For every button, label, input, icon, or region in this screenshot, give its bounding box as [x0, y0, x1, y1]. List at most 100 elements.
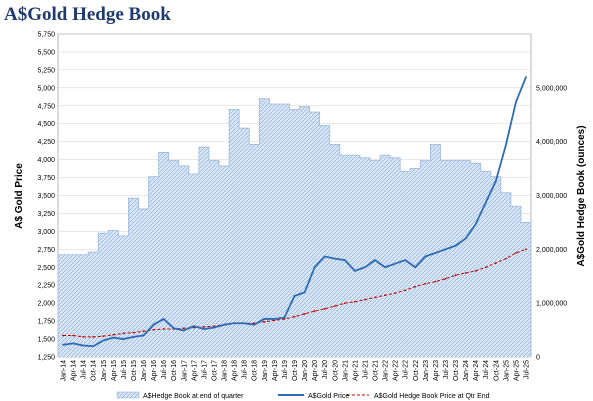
left-tick-label: 5,500 — [37, 49, 55, 56]
right-tick-label: 3,000,000 — [536, 193, 567, 200]
hedge-bar — [480, 171, 492, 357]
gold-price-point — [494, 180, 497, 183]
hedge-bar — [520, 222, 532, 357]
gold-price-point — [353, 269, 356, 272]
chart-title: A$Gold Hedge Book — [4, 4, 171, 25]
hedge-bar — [349, 155, 361, 357]
gold-price-point — [112, 336, 115, 339]
gold-price-point — [162, 318, 165, 320]
x-tick-label: Jul-21 — [362, 360, 369, 379]
hedge-price-point — [353, 300, 356, 303]
gold-price-point — [323, 255, 326, 258]
gold-price-point — [504, 144, 507, 147]
hedge-bar — [58, 254, 69, 357]
hedge-price-point — [434, 280, 437, 283]
hedge-price-point — [62, 334, 64, 337]
hedge-bar — [299, 106, 310, 357]
legend-hedge-swatch — [116, 391, 140, 399]
hedge-price-point — [303, 313, 306, 315]
gold-price-point — [484, 201, 487, 204]
hedge-bar — [219, 165, 230, 357]
gold-price-point — [313, 266, 316, 269]
x-tick-label: Oct-15 — [131, 360, 138, 381]
left-tick-label: 3,750 — [37, 175, 55, 182]
gold-price-point — [474, 223, 477, 226]
hedge-bar — [400, 171, 411, 357]
hedge-bar — [108, 230, 119, 357]
hedge-bar — [158, 152, 170, 357]
hedge-price-point — [92, 336, 95, 338]
left-tick-label: 5,750 — [37, 32, 55, 39]
hedge-book-area-series — [57, 98, 532, 358]
hedge-price-point — [273, 319, 276, 322]
x-tick-label: Jan-14 — [61, 360, 68, 382]
x-tick-label: Jan-22 — [383, 360, 390, 382]
hedge-outline — [57, 98, 532, 357]
left-tick-label: 1,250 — [37, 355, 55, 362]
hedge-bar — [98, 233, 109, 357]
left-tick-label: 5,000 — [37, 85, 55, 92]
gold-price-point — [172, 327, 175, 330]
x-tick-label: Apr-21 — [352, 360, 359, 381]
hedge-bar — [369, 160, 381, 357]
x-tick-label: Apr-17 — [191, 360, 198, 381]
x-tick-label: Apr-25 — [513, 360, 520, 381]
x-tick-label: Jan-23 — [423, 360, 430, 382]
gold-price-point — [152, 323, 155, 326]
x-tick-label: Jul-19 — [282, 360, 289, 379]
hedge-price-point — [474, 269, 477, 272]
hedge-bar — [440, 160, 451, 357]
hedge-bar — [68, 254, 79, 357]
x-tick-label: Oct-16 — [171, 360, 178, 381]
hedge-price-point — [82, 336, 85, 338]
x-tick-label: Apr-16 — [151, 360, 158, 381]
hedge-price-point — [494, 262, 497, 264]
hedge-bar — [410, 168, 421, 357]
hedge-bar — [229, 109, 240, 357]
left-tick-label: 3,000 — [37, 229, 55, 236]
gold-price-point — [273, 318, 276, 320]
hedge-bar — [249, 144, 260, 357]
hedge-price-point — [162, 328, 165, 330]
gold-price-point — [454, 244, 457, 247]
hedge-bar — [510, 206, 522, 357]
gold-price-point — [253, 323, 256, 326]
left-tick-label: 4,250 — [37, 139, 55, 146]
gold-price-point — [263, 318, 266, 320]
gold-price-point — [82, 344, 85, 347]
hedge-bar — [470, 163, 481, 357]
hedge-price-point — [364, 298, 366, 301]
left-tick-label: 2,250 — [37, 283, 55, 290]
x-axis-ticks: Jan-14 Apr-14 Jul-14 Oct-14 Jan-15 Apr-15 Jul-… — [61, 360, 531, 382]
gold-price-point — [464, 237, 467, 240]
gold-price-point — [233, 322, 236, 325]
hedge-price-point — [374, 296, 376, 299]
x-tick-label: Oct-20 — [332, 360, 339, 381]
gold-price-series — [62, 76, 527, 348]
hedge-price-point — [444, 277, 447, 280]
hedge-bar — [289, 109, 300, 357]
x-tick-label: Jan-21 — [342, 360, 349, 382]
hedge-price-point — [112, 333, 115, 336]
x-tick-label: Jul-16 — [161, 360, 168, 379]
gold-price-point — [434, 252, 437, 254]
hedge-price-point — [414, 285, 417, 288]
left-tick-label: 3,500 — [37, 193, 55, 200]
hedge-price-point — [384, 294, 386, 297]
hedge-bar — [128, 198, 139, 357]
gold-price-point — [293, 295, 296, 297]
x-tick-label: Jan-18 — [222, 360, 229, 382]
gold-price-point — [203, 328, 205, 330]
x-tick-label: Jan-15 — [101, 360, 108, 382]
gold-price-point — [122, 338, 125, 340]
x-tick-label: Apr-14 — [71, 360, 78, 381]
left-tick-label: 2,000 — [37, 301, 55, 308]
gold-price-point — [62, 343, 64, 346]
left-tick-label: 1,750 — [37, 319, 55, 326]
hedge-bar — [198, 147, 210, 357]
x-tick-label: Jul-14 — [81, 360, 88, 379]
left-axis-ticks: 1,250 1,500 1,750 2,000 2,250 2,500 2,750 3,000… — [37, 32, 55, 362]
hedge-price-point — [525, 248, 527, 251]
hedge-price-point — [72, 334, 74, 337]
hedge-bar — [88, 252, 99, 357]
